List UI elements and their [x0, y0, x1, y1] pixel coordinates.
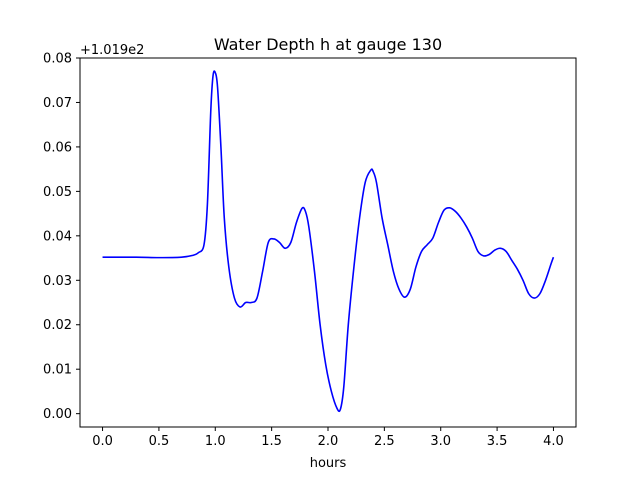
x-tick-label: 4.0	[543, 434, 564, 449]
y-tick-label: 0.04	[43, 229, 72, 244]
plot-area	[79, 57, 577, 428]
x-tick-label: 2.5	[374, 434, 395, 449]
y-tick-label: 0.08	[43, 52, 72, 67]
y-axis-offset-label: +1.019e2	[80, 43, 144, 58]
y-tick-label: 0.01	[43, 363, 72, 378]
y-tick-label: 0.05	[43, 185, 72, 200]
y-tick-label: 0.06	[43, 140, 72, 155]
y-tick-label: 0.02	[43, 318, 72, 333]
y-tick-label: 0.00	[43, 407, 72, 422]
x-tick-label: 1.5	[261, 434, 282, 449]
x-tick-label: 0.0	[92, 434, 113, 449]
x-tick-label: 2.0	[318, 434, 339, 449]
x-tick-label: 1.0	[205, 434, 226, 449]
plot-frame	[79, 57, 577, 428]
x-tick-label: 3.0	[430, 434, 451, 449]
y-tick-label: 0.07	[43, 96, 72, 111]
series-line	[102, 70, 555, 413]
x-tick-label: 0.5	[149, 434, 170, 449]
y-tick-label: 0.03	[43, 274, 72, 289]
y-axis: 0.00 0.01 0.02 0.03 0.04 0.05 0.06 0.07 0.08	[43, 52, 80, 422]
x-tick-label: 3.5	[487, 434, 508, 449]
x-axis: 0.0 0.5 1.0 1.5 2.0 2.5 3.0 3.5 4.0	[92, 427, 564, 449]
x-axis-label: hours	[310, 456, 347, 471]
chart-title: Water Depth h at gauge 130	[214, 35, 442, 54]
